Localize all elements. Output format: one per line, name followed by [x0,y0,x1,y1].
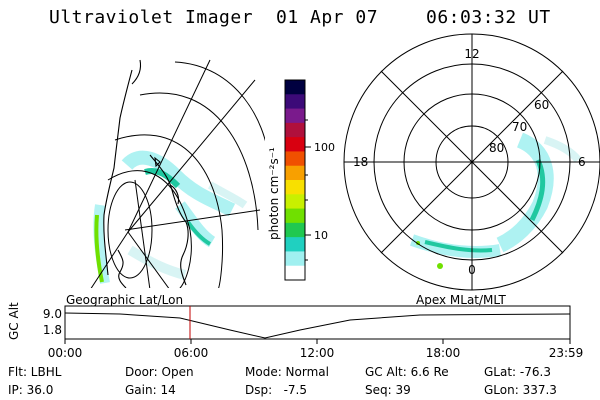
polar-plot: 12 18 6 0 60 70 80 [343,33,600,291]
mlat-label-80: 80 [489,141,504,155]
mode-info: Mode: Normal [245,365,329,379]
time-tick-0000: 00:00 [48,346,83,360]
colorbar-cells [285,80,305,281]
glat-info: GLat: -76.3 [484,365,551,379]
time-tick-2359: 23:59 [549,346,584,360]
dsp-info: Dsp: -7.5 [245,383,308,397]
time-tick-0600: 06:00 [174,346,209,360]
colorbar-cell [285,122,305,138]
colorbar-cell [285,180,305,195]
filter-info: Flt: LBHL [8,365,62,379]
colorbar-cell [285,194,305,210]
ip-info: IP: 36.0 [8,383,54,397]
glon-info: GLon: 337.3 [484,383,557,397]
colorbar-cell [285,151,305,167]
gc-alt-info: GC Alt: 6.6 Re [365,365,449,379]
apex-label: Apex MLat/MLT [416,293,506,307]
image-date: 01 Apr 07 [276,7,379,28]
timeline-frame [64,305,571,340]
seq-info: Seq: 39 [365,383,411,397]
colorbar-cell [285,265,305,281]
mlat-label-70: 70 [512,120,527,134]
time-tick-1200: 12:00 [300,346,335,360]
image-time: 06:03:32 UT [426,7,551,28]
colorbar-tick-100: 100 [314,141,335,154]
mlt-label-12: 12 [464,47,479,61]
geographic-label: Geographic Lat/Lon [66,293,183,307]
geo-aurora-emission [93,150,248,284]
geo-graticule [90,59,265,288]
colorbar-cell [285,165,305,181]
colorbar-cell [285,222,305,238]
polar-aurora-emission [409,132,582,269]
gc-alt-axis-label: GC Alt [7,302,21,340]
colorbar-cell [285,108,305,124]
mlt-label-6: 6 [578,155,586,169]
gain-info: Gain: 14 [125,383,176,397]
colorbar-cell [285,237,305,252]
colorbar-tick-10: 10 [314,229,328,242]
mlt-label-0: 0 [468,263,476,277]
mlt-label-18: 18 [353,155,368,169]
geographic-map [90,59,265,288]
image-title: Ultraviolet Imager [49,7,254,28]
colorbar-frame [284,79,306,281]
gc-alt-curve [64,312,571,339]
colorbar-cell [285,94,305,110]
colorbar-cell [285,137,305,152]
mlat-label-60: 60 [534,98,549,112]
door-info: Door: Open [125,365,194,379]
colorbar: 100 10 photon cm⁻²s⁻¹ [267,79,335,281]
colorbar-cell [285,251,305,267]
orbit-timeline: Geographic Lat/Lon Apex MLat/MLT GC Alt … [7,293,583,360]
colorbar-cell [285,80,305,95]
gc-alt-tick-9: 9.0 [43,307,62,321]
colorbar-cell [285,208,305,224]
geo-coastline [103,59,189,288]
colorbar-units-label: photon cm⁻²s⁻¹ [267,147,281,240]
time-tick-1800: 18:00 [426,346,461,360]
gc-alt-tick-1-8: 1.8 [43,323,62,337]
